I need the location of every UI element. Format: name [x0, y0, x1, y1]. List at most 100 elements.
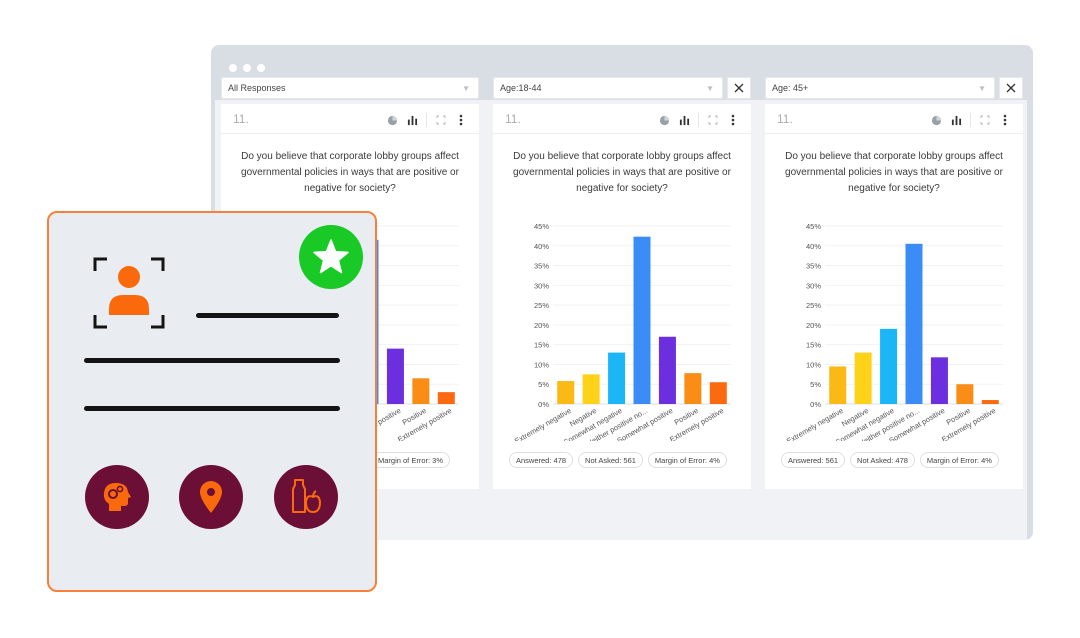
bar[interactable]: [437, 392, 455, 404]
chevron-down-icon: ▼: [978, 84, 986, 93]
profile-overlay-card: [47, 211, 377, 592]
y-tick-label: 0%: [810, 400, 821, 409]
margin-of-error-pill: Margin of Error: 4%: [647, 452, 727, 468]
divider: [698, 113, 699, 127]
y-tick-label: 15%: [806, 341, 821, 350]
answered-pill: Answered: 478: [509, 452, 574, 468]
bar-chart-icon[interactable]: [678, 114, 690, 126]
expand-icon[interactable]: [435, 114, 447, 126]
pie-chart-icon[interactable]: [930, 114, 942, 126]
star-badge: [299, 225, 363, 289]
stats-row: Answered: 478 Not Asked: 561 Margin of E…: [509, 452, 727, 468]
head-gears-icon: [103, 483, 131, 511]
close-icon: [734, 83, 744, 93]
window-dot[interactable]: [229, 64, 237, 72]
y-tick-label: 20%: [534, 321, 549, 330]
star-icon: [313, 239, 349, 274]
expand-icon[interactable]: [979, 114, 991, 126]
bar[interactable]: [880, 328, 898, 404]
text-placeholder-line: [84, 358, 340, 363]
bar[interactable]: [709, 382, 727, 404]
y-tick-label: 20%: [806, 321, 821, 330]
bar[interactable]: [557, 381, 575, 404]
bar[interactable]: [412, 378, 430, 404]
margin-of-error-pill: Margin of Error: 4%: [919, 452, 999, 468]
bar[interactable]: [633, 236, 651, 404]
filter-value: Age:18-44: [500, 83, 542, 93]
lifestyle-button[interactable]: [274, 465, 338, 529]
y-tick-label: 0%: [538, 400, 549, 409]
more-vertical-icon[interactable]: [455, 114, 467, 126]
y-tick-label: 5%: [810, 380, 821, 389]
text-placeholder-line: [196, 313, 339, 318]
divider: [970, 113, 971, 127]
remove-filter-button[interactable]: [727, 77, 751, 99]
pie-chart-icon[interactable]: [386, 114, 398, 126]
bar[interactable]: [582, 374, 600, 404]
card-header: 11.: [765, 104, 1023, 134]
card-tools: [658, 113, 739, 127]
bottle-apple-icon: [292, 479, 322, 514]
card-header: 11.: [221, 104, 479, 134]
question-number: 11.: [777, 112, 793, 126]
bar[interactable]: [956, 384, 974, 404]
bar[interactable]: [829, 366, 847, 404]
bar-chart-icon[interactable]: [406, 114, 418, 126]
remove-filter-button[interactable]: [999, 77, 1023, 99]
location-button[interactable]: [179, 465, 243, 529]
bar[interactable]: [658, 336, 676, 404]
question-text: Do you believe that corporate lobby grou…: [513, 151, 731, 194]
y-tick-label: 40%: [806, 242, 821, 251]
bar[interactable]: [608, 352, 626, 404]
filter-select[interactable]: Age:18-44 ▼: [493, 77, 723, 99]
y-tick-label: 25%: [534, 301, 549, 310]
question-number: 11.: [505, 112, 521, 126]
filter-value: All Responses: [228, 83, 286, 93]
y-tick-label: 45%: [534, 222, 549, 231]
question-text: Do you believe that corporate lobby grou…: [785, 151, 1003, 194]
more-vertical-icon[interactable]: [999, 114, 1011, 126]
y-tick-label: 30%: [534, 281, 549, 290]
bar[interactable]: [905, 243, 923, 404]
window-dot[interactable]: [243, 64, 251, 72]
user-focus-icon: [93, 257, 165, 329]
pie-chart-icon[interactable]: [658, 114, 670, 126]
bar[interactable]: [854, 352, 872, 404]
not-asked-pill: Not Asked: 478: [850, 452, 915, 468]
close-icon: [1006, 83, 1016, 93]
location-pin-icon: [200, 481, 222, 513]
bar-chart-icon[interactable]: [950, 114, 962, 126]
card-tools: [386, 113, 467, 127]
bar-chart: 0% 5% 10% 15% 20% 25% 30% 35% 40% 45% Extremely ne…: [513, 222, 731, 441]
y-tick-label: 30%: [806, 281, 821, 290]
question-card: 11. Do you believe that corporate lobby …: [493, 104, 751, 489]
question-number: 11.: [233, 112, 249, 126]
y-tick-label: 35%: [806, 262, 821, 271]
filter-select[interactable]: All Responses ▼: [221, 77, 479, 99]
card-tools: [930, 113, 1011, 127]
y-tick-label: 15%: [534, 341, 549, 350]
question-card: 11. Do you believe that corporate lobby …: [765, 104, 1023, 489]
y-tick-label: 40%: [534, 242, 549, 251]
text-placeholder-line: [84, 406, 340, 411]
filter-select[interactable]: Age: 45+ ▼: [765, 77, 995, 99]
interests-button[interactable]: [85, 465, 149, 529]
chevron-down-icon: ▼: [706, 84, 714, 93]
card-header: 11.: [493, 104, 751, 134]
window-dot[interactable]: [257, 64, 265, 72]
bar[interactable]: [981, 400, 999, 404]
more-vertical-icon[interactable]: [727, 114, 739, 126]
bar[interactable]: [386, 348, 404, 404]
y-tick-label: 45%: [806, 222, 821, 231]
expand-icon[interactable]: [707, 114, 719, 126]
x-tick-label: Extremely negative: [513, 406, 573, 441]
not-asked-pill: Not Asked: 561: [578, 452, 643, 468]
chevron-down-icon: ▼: [462, 84, 470, 93]
stats-row: Answered: 561 Not Asked: 478 Margin of E…: [781, 452, 999, 468]
y-tick-label: 35%: [534, 262, 549, 271]
bar[interactable]: [930, 357, 948, 404]
y-tick-label: 5%: [538, 380, 549, 389]
bar[interactable]: [684, 373, 702, 404]
y-tick-label: 10%: [806, 360, 821, 369]
window-controls: [229, 64, 265, 72]
